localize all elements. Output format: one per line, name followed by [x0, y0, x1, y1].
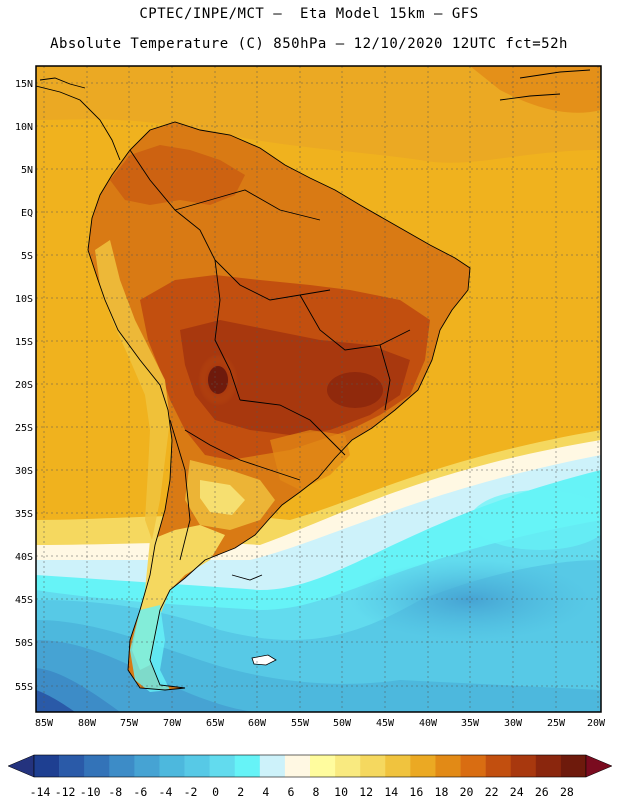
colorbar-cell [360, 755, 386, 777]
colorbar-cell [134, 755, 160, 777]
colorbar-cell [460, 755, 486, 777]
lat-label: 10S [15, 294, 33, 305]
colorbar-tick-label: 18 [435, 785, 449, 799]
colorbar-tick-label: 4 [262, 785, 269, 799]
colorbar-tick-label: 24 [510, 785, 524, 799]
colorbar-cell [209, 755, 236, 777]
colorbar-cell [410, 755, 436, 777]
lon-label: 85W [35, 718, 54, 729]
colorbar-tick-label: 6 [287, 785, 294, 799]
colorbar-tick-label: -6 [133, 785, 147, 799]
colorbar-cell [335, 755, 361, 777]
lat-label: 5N [21, 165, 33, 176]
colorbar-cell [159, 755, 185, 777]
colorbar-under-arrow [7, 754, 35, 778]
lon-label: 45W [376, 718, 395, 729]
colorbar-cells [33, 754, 587, 778]
colorbar-tick-label: 20 [460, 785, 474, 799]
colorbar-cell [385, 755, 411, 777]
lat-label: 30S [15, 466, 33, 477]
colorbar-cell [109, 755, 135, 777]
colorbar-tick-label: 14 [384, 785, 398, 799]
colorbar-cell [34, 755, 60, 777]
latitude-labels: 15N 10N 5N EQ 5S 10S 15S 20S 25S 30S 35S… [15, 79, 33, 693]
lat-label: 45S [15, 595, 33, 606]
colorbar-tick-label: -8 [108, 785, 122, 799]
lat-label: 5S [21, 251, 33, 262]
lon-label: 80W [78, 718, 97, 729]
colorbar-tick-label: -4 [159, 785, 173, 799]
lon-label: 25W [547, 718, 566, 729]
lon-label: 70W [163, 718, 182, 729]
colorbar-tick-label: 22 [485, 785, 499, 799]
lon-label: 65W [206, 718, 225, 729]
colorbar-tick-label: 2 [237, 785, 244, 799]
lon-label: 50W [333, 718, 352, 729]
lon-label: 60W [248, 718, 267, 729]
colorbar-cell [435, 755, 461, 777]
colorbar-tick-label: -10 [80, 785, 101, 799]
lat-label: 25S [15, 423, 33, 434]
colorbar-tick-label: 12 [359, 785, 373, 799]
lat-label: 15S [15, 337, 33, 348]
colorbar-tick-label: 0 [212, 785, 219, 799]
colorbar-cell [560, 755, 587, 777]
lon-label: 20W [587, 718, 606, 729]
colorbar-cell [84, 755, 110, 777]
colorbar-tick-label: -2 [184, 785, 198, 799]
lon-label: 40W [419, 718, 438, 729]
lon-label: 35W [461, 718, 480, 729]
lat-label: EQ [21, 208, 33, 219]
colorbar-cell [184, 755, 210, 777]
colorbar-cell [284, 755, 311, 777]
lat-label: 40S [15, 552, 33, 563]
longitude-labels: 85W 80W 75W 70W 65W 60W 55W 50W 45W 40W … [35, 718, 606, 729]
lat-label: 10N [15, 122, 33, 133]
lon-label: 55W [291, 718, 310, 729]
colorbar-tick-labels: -14 -12 -10 -8 -6 -4 -2 0 2 4 6 8 10 12 14 16 18 20 22 24 26… [30, 785, 574, 799]
map-frame [35, 65, 602, 713]
colorbar-cell [535, 755, 562, 777]
colorbar-tick-label: -12 [55, 785, 76, 799]
colorbar-tick-label: -14 [30, 785, 51, 799]
lat-label: 20S [15, 380, 33, 391]
colorbar-cell [234, 755, 261, 777]
colorbar-cell [510, 755, 537, 777]
colorbar-tick-label: 26 [535, 785, 549, 799]
title-line-1: CPTEC/INPE/MCT – Eta Model 15km – GFS [139, 6, 479, 22]
colorbar-tick-label: 10 [334, 785, 348, 799]
colorbar-cell [310, 755, 336, 777]
colorbar-cell [485, 755, 512, 777]
lon-label: 30W [504, 718, 523, 729]
temperature-field [36, 66, 601, 712]
lat-label: 55S [15, 682, 33, 693]
graticule [36, 66, 601, 712]
colorbar-cell [59, 755, 85, 777]
lon-label: 75W [120, 718, 139, 729]
colorbar-tick-label: 28 [560, 785, 574, 799]
colorbar-tick-label: 16 [409, 785, 423, 799]
lat-label: 15N [15, 79, 33, 90]
colorbar-cell [259, 755, 286, 777]
title-line-2: Absolute Temperature (C) 850hPa – 12/10/… [50, 36, 568, 52]
lat-label: 35S [15, 509, 33, 520]
coastlines [36, 69, 591, 691]
colorbar: -14 -12 -10 -8 -6 -4 -2 0 2 4 6 8 10 12 14 16 18 20 22 24 26… [7, 754, 613, 799]
colorbar-tick-label: 8 [313, 785, 320, 799]
colorbar-over-arrow [585, 754, 613, 778]
lat-label: 50S [15, 638, 33, 649]
